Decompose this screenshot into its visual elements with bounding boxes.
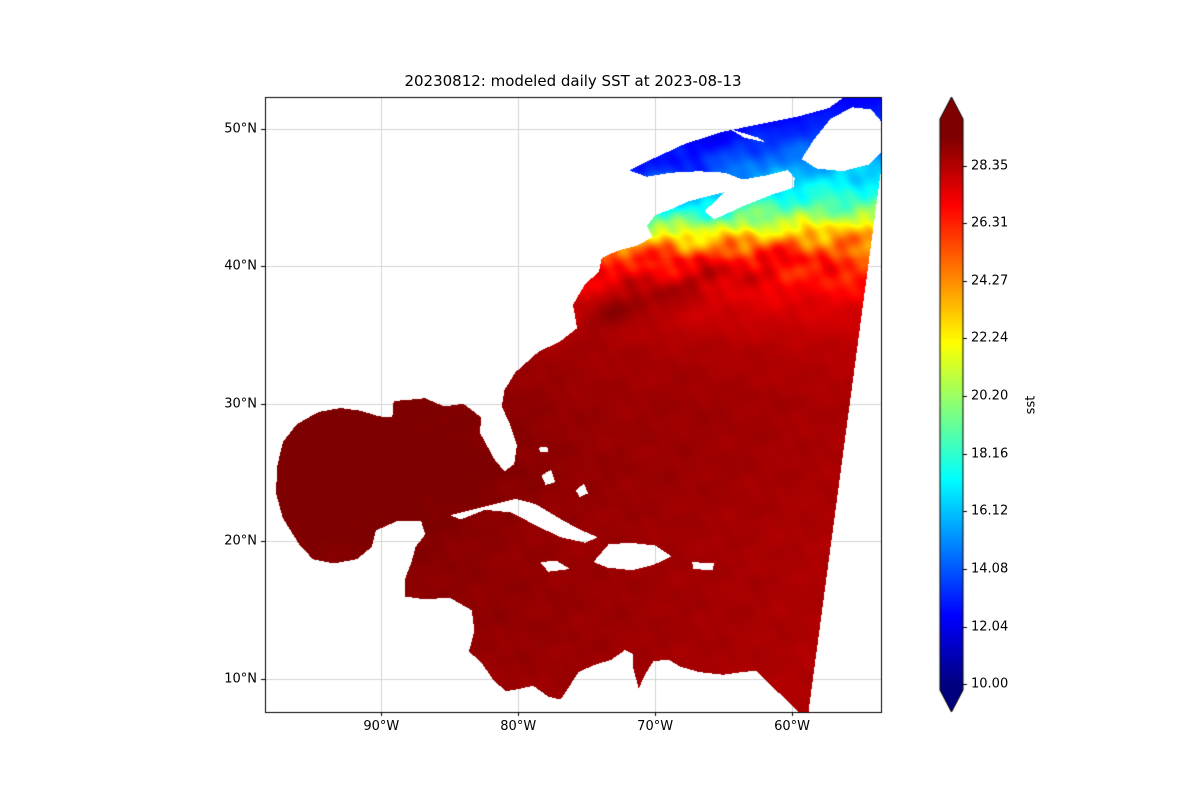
colorbar-tick-label: 16.12	[971, 503, 1009, 519]
colorbar-tick-label: 26.31	[971, 215, 1009, 231]
colorbar-tick-label: 10.00	[971, 676, 1009, 692]
colorbar-tick-label: 24.27	[971, 273, 1009, 289]
x-tick-label: 70°W	[637, 719, 674, 734]
y-tick-label: 10°N	[224, 671, 257, 687]
colorbar-tick-label: 22.24	[971, 330, 1009, 346]
y-tick-label: 40°N	[224, 258, 257, 274]
colorbar-tick-label: 18.16	[971, 446, 1009, 462]
x-tick-label: 90°W	[363, 719, 400, 734]
x-tick-label: 80°W	[500, 719, 537, 734]
colorbar-tick-label: 14.08	[971, 561, 1009, 577]
colorbar-tick-label: 12.04	[971, 619, 1009, 635]
plot-title: 20230812: modeled daily SST at 2023-08-1…	[404, 72, 742, 90]
y-tick-label: 30°N	[224, 396, 257, 412]
colorbar-label: sst	[1023, 395, 1039, 414]
y-tick-label: 20°N	[224, 533, 257, 549]
colorbar-tick-label: 20.20	[971, 388, 1009, 404]
x-tick-label: 60°W	[774, 719, 810, 734]
y-tick-label: 50°N	[224, 121, 257, 137]
colorbar-tick-label: 28.35	[971, 158, 1009, 174]
